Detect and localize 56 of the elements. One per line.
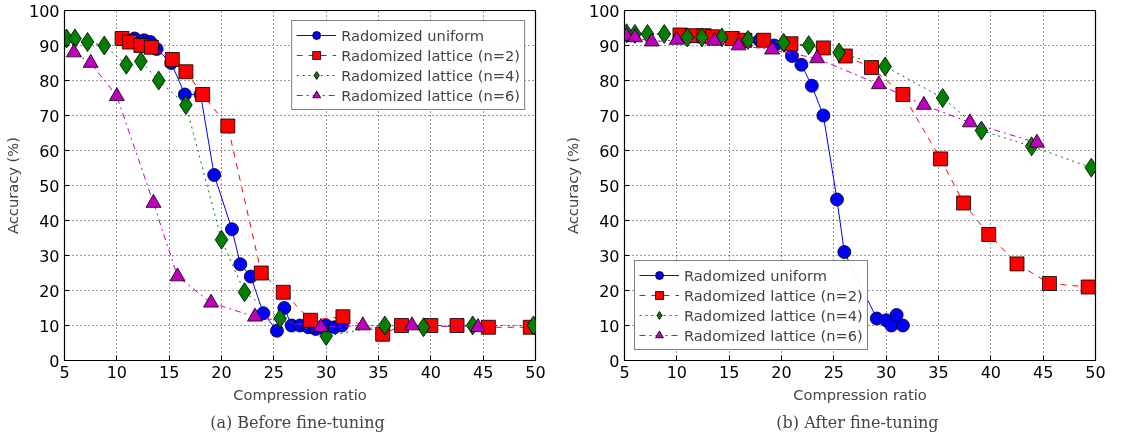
x-tick-label: 10 [106, 362, 128, 382]
y-tick-label: 60 [599, 141, 620, 161]
y-tick-label: 100 [28, 1, 60, 21]
x-tick-label: 25 [823, 362, 845, 382]
legend-label: Radomized lattice (n=2) [341, 46, 520, 64]
legend-label: Radomized uniform [341, 26, 485, 44]
x-tick-label: 15 [718, 362, 740, 382]
legend-label: Radomized lattice (n=4) [341, 66, 520, 84]
x-tick-label: 45 [1032, 362, 1054, 382]
x-tick-label: 10 [666, 362, 688, 382]
x-tick-label: 50 [525, 362, 546, 382]
y-tick-label: 40 [599, 211, 620, 231]
x-axis-title: Compression ratio [233, 385, 367, 403]
text: (b) After fine-tuning [776, 412, 939, 432]
x-tick-label: 40 [420, 362, 442, 382]
x-tick-label: 45 [472, 362, 494, 382]
legend-label: Radomized lattice (n=4) [684, 306, 863, 324]
y-tick-label: 70 [39, 106, 60, 126]
legend-label: Radomized uniform [684, 266, 827, 284]
legend-label: Radomized lattice (n=6) [341, 86, 520, 104]
y-tick-label: 70 [599, 106, 620, 126]
legend-label: Radomized lattice (n=6) [684, 326, 863, 344]
y-tick-label: 90 [39, 36, 60, 56]
y-tick-label: 10 [39, 316, 60, 336]
y-tick-label: 50 [599, 176, 620, 196]
legend-label: Radomized lattice (n=2) [684, 286, 863, 304]
text: (a) Before fine-tuning [210, 412, 385, 432]
x-tick-label: 30 [315, 362, 337, 382]
x-tick-label: 30 [875, 362, 897, 382]
x-tick-label: 35 [368, 362, 389, 382]
y-tick-label: 50 [39, 176, 60, 196]
x-tick-label: 20 [771, 362, 792, 382]
y-axis-title: Accuracy (%) [3, 137, 21, 234]
y-tick-label: 80 [39, 71, 60, 91]
y-tick-label: 20 [599, 281, 620, 301]
y-tick-label: 30 [599, 246, 620, 266]
x-tick-label: 20 [211, 362, 232, 382]
y-tick-label: 90 [599, 36, 620, 56]
x-tick-label: 25 [263, 362, 285, 382]
y-tick-label: 10 [599, 316, 620, 336]
x-tick-label: 5 [619, 362, 630, 382]
y-axis-title: Accuracy (%) [563, 137, 581, 234]
y-tick-label: 80 [599, 71, 620, 91]
y-tick-label: 100 [588, 1, 620, 21]
y-tick-label: 20 [39, 281, 60, 301]
y-tick-label: 40 [39, 211, 60, 231]
x-tick-label: 40 [980, 362, 1002, 382]
x-tick-label: 5 [59, 362, 70, 382]
x-tick-label: 50 [1085, 362, 1106, 382]
y-tick-label: 0 [49, 351, 60, 371]
y-tick-label: 0 [609, 351, 620, 371]
x-tick-label: 15 [158, 362, 180, 382]
y-tick-label: 60 [39, 141, 60, 161]
x-tick-label: 35 [928, 362, 949, 382]
x-axis-title: Compression ratio [793, 385, 927, 403]
y-tick-label: 30 [39, 246, 60, 266]
